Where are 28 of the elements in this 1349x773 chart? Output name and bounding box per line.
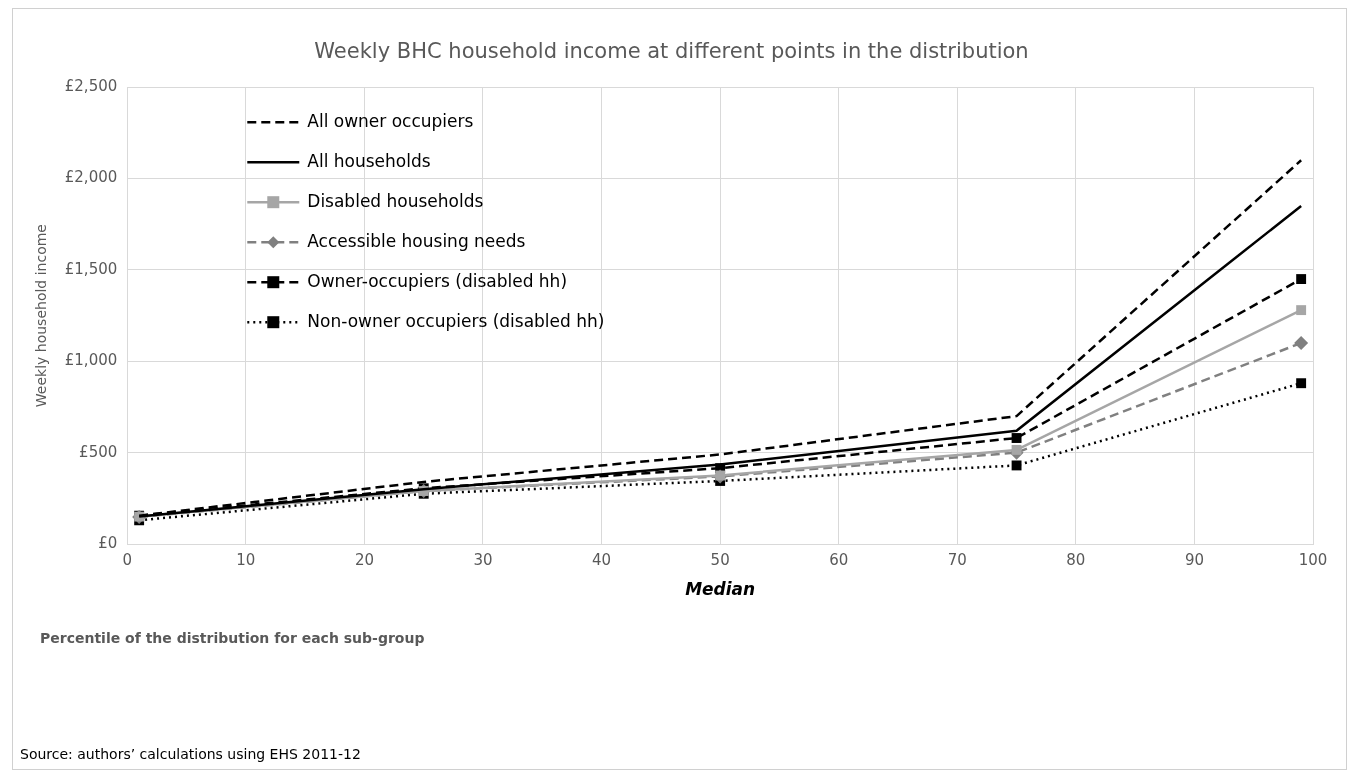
y-tick-label: £2,000 (64, 168, 118, 187)
y-axis-title: Weekly household income (33, 224, 50, 408)
legend-label: Owner-occupiers (disabled hh) (307, 270, 568, 291)
legend-label: All households (307, 150, 431, 171)
y-tick-label: £500 (79, 442, 118, 461)
text: Median (685, 578, 756, 599)
x-tick-label: 90 (1184, 550, 1204, 569)
y-tick-label: £0 (98, 533, 118, 552)
x-tick-label: 100 (1298, 550, 1328, 569)
legend-label: Disabled households (307, 190, 484, 211)
x-tick-label: 0 (122, 550, 133, 569)
x-tick-label: 60 (829, 550, 849, 569)
x-tick-label: 10 (236, 550, 256, 569)
x-tick-label: 50 (710, 550, 730, 569)
legend-label: Non-owner occupiers (disabled hh) (307, 310, 605, 331)
y-tick-label: £2,500 (64, 77, 118, 96)
x-tick-label: 80 (1066, 550, 1086, 569)
x-tick-label: 20 (354, 550, 374, 569)
x-tick-label: 40 (592, 550, 612, 569)
legend-label: Accessible housing needs (307, 230, 526, 251)
y-tick-label: £1,000 (64, 351, 118, 370)
x-axis-title: Percentile of the distribution for each sub-group (40, 629, 425, 646)
x-tick-label: 70 (947, 550, 967, 569)
chart-title: Weekly BHC household income at different points in the distribution (314, 39, 1029, 64)
source-note: Source: authors’ calculations using EHS 2011-12 (20, 745, 361, 762)
legend-label: All owner occupiers (307, 110, 474, 131)
x-tick-label: 30 (473, 550, 493, 569)
y-tick-label: £1,500 (64, 259, 118, 278)
